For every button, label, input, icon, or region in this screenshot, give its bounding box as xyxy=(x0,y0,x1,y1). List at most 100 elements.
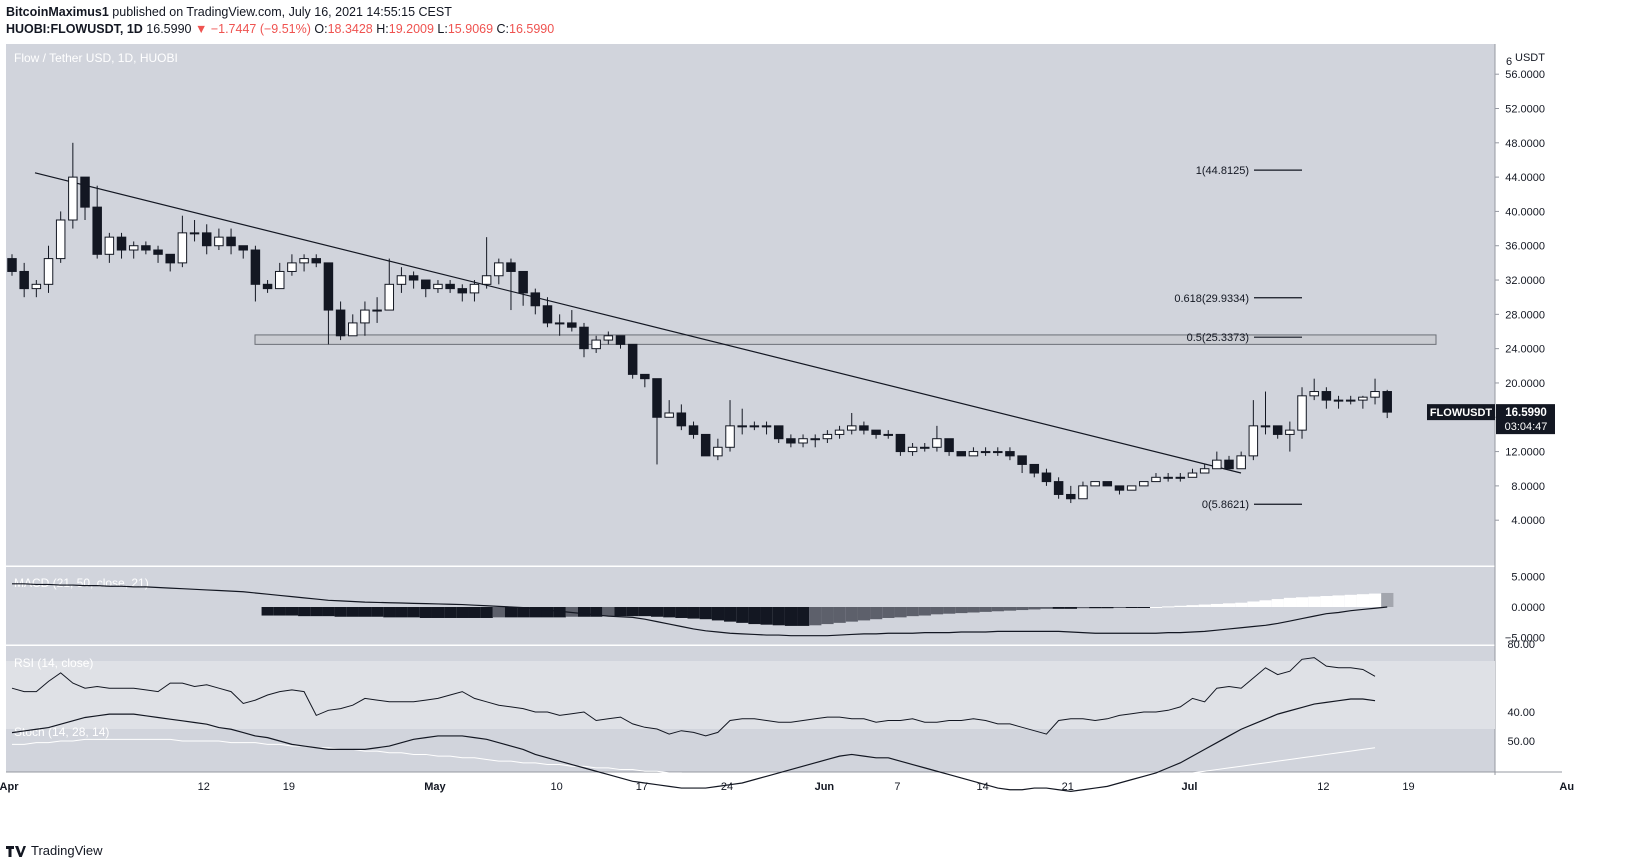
macd-histogram-bar xyxy=(930,607,944,615)
tradingview-logo-icon[interactable] xyxy=(6,844,26,858)
time-axis-label: May xyxy=(424,781,446,793)
macd-histogram-bar xyxy=(1369,593,1382,607)
macd-histogram-bar xyxy=(480,607,493,618)
symbol-name: HUOBI:FLOWUSDT, 1D xyxy=(6,22,143,36)
candle xyxy=(165,253,175,264)
macd-histogram-bar xyxy=(967,607,980,613)
macd-histogram-bar xyxy=(1016,607,1029,611)
macd-histogram-bar xyxy=(261,607,274,616)
candle xyxy=(737,425,747,428)
candle xyxy=(1151,476,1161,483)
macd-histogram-bar xyxy=(821,607,834,625)
macd-histogram-bar xyxy=(1076,607,1090,609)
publish-info: BitcoinMaximus1 published on TradingView… xyxy=(6,5,452,19)
candle xyxy=(421,279,431,290)
candle xyxy=(993,451,1003,454)
macd-histogram-bar xyxy=(1040,607,1053,609)
time-axis-label: 21 xyxy=(1062,781,1074,793)
price-change: ▼ −1.7447 (−9.51%) xyxy=(194,22,311,36)
symbol-price-tag-label: FLOWUSDT xyxy=(1430,407,1493,419)
candle xyxy=(1175,476,1186,479)
macd-histogram-bar xyxy=(529,607,542,618)
time-axis-label: Jul xyxy=(1182,781,1198,793)
macd-histogram-bar xyxy=(870,607,883,620)
macd-histogram-bar xyxy=(322,607,335,617)
candle xyxy=(652,378,662,418)
currency-label: USDT xyxy=(1515,52,1545,64)
macd-histogram-bar xyxy=(504,607,518,618)
candle xyxy=(408,275,419,281)
macd-histogram-bar xyxy=(1186,605,1199,607)
candle xyxy=(846,425,857,431)
macd-histogram-bar xyxy=(1003,607,1017,611)
price-tick-label: 36.0000 xyxy=(1505,241,1545,253)
macd-histogram-bar xyxy=(845,607,858,622)
candle xyxy=(518,270,528,294)
footer-brand[interactable]: TradingView xyxy=(31,843,103,858)
open-value: 18.3428 xyxy=(327,22,373,36)
candle xyxy=(372,309,382,312)
candle xyxy=(688,425,699,435)
candle xyxy=(1139,481,1149,487)
candle xyxy=(116,236,127,251)
candle xyxy=(104,236,115,255)
stoch-title: Stoch (14, 28, 14) xyxy=(14,725,109,739)
macd-histogram-bar xyxy=(1344,594,1357,607)
macd-line xyxy=(12,583,1388,637)
candle xyxy=(1114,485,1125,491)
candle xyxy=(1126,485,1137,491)
candle xyxy=(554,322,565,325)
macd-histogram-bar xyxy=(638,607,652,617)
price-tick-label: 8.0000 xyxy=(1511,481,1545,493)
published-text: published on TradingView.com, July 16, 2… xyxy=(112,5,452,19)
macd-title: MACD (21, 50, close, 21) xyxy=(14,576,149,590)
candle xyxy=(579,326,589,350)
macd-histogram-bar xyxy=(1332,595,1345,607)
candle xyxy=(1333,399,1344,402)
candle xyxy=(299,258,309,264)
candle xyxy=(1029,463,1040,474)
candle xyxy=(920,446,930,449)
macd-histogram-bar xyxy=(1101,607,1114,609)
symbol-ohlc-line: HUOBI:FLOWUSDT, 1D 16.5990 ▼ −1.7447 (−9… xyxy=(6,22,554,36)
candle xyxy=(141,245,151,251)
macd-histogram-bar xyxy=(1198,604,1211,607)
macd-histogram-bar xyxy=(371,607,384,617)
macd-histogram-bar xyxy=(687,607,700,619)
candle xyxy=(1066,493,1076,500)
macd-histogram-bar xyxy=(711,607,725,621)
macd-histogram-bar xyxy=(797,607,810,626)
candle xyxy=(1199,468,1210,474)
time-axis-label: 24 xyxy=(721,781,733,793)
macd-histogram-bar xyxy=(809,607,822,626)
macd-histogram-bar xyxy=(444,607,457,618)
macd-histogram-bar xyxy=(1174,605,1187,607)
macd-histogram-bar xyxy=(918,607,931,616)
candle xyxy=(55,219,66,260)
macd-histogram-bar xyxy=(468,607,481,618)
macd-histogram-bar xyxy=(456,607,469,618)
candle xyxy=(287,262,297,272)
candle xyxy=(1078,485,1088,500)
macd-histogram-bar xyxy=(285,607,299,616)
macd-histogram-bar xyxy=(724,607,737,622)
macd-histogram-bar xyxy=(1052,607,1065,609)
candle xyxy=(603,335,614,341)
bar-countdown: 03:04:47 xyxy=(1505,421,1548,433)
last-price: 16.5990 xyxy=(146,22,192,36)
candle xyxy=(189,232,200,235)
candle xyxy=(834,429,845,435)
macd-histogram-bar xyxy=(1296,597,1309,607)
candle xyxy=(494,262,504,277)
candle xyxy=(43,258,54,285)
fib-level-label: 0(5.8621) xyxy=(1202,499,1249,511)
author-name[interactable]: BitcoinMaximus1 xyxy=(6,5,109,19)
macd-tick-label: 5.0000 xyxy=(1511,572,1545,584)
candle xyxy=(615,335,626,345)
macd-histogram-bar xyxy=(1381,592,1394,607)
macd-histogram-bar xyxy=(273,607,286,616)
candle xyxy=(1260,425,1271,428)
macd-histogram-bar xyxy=(565,607,579,617)
candle xyxy=(895,433,906,453)
